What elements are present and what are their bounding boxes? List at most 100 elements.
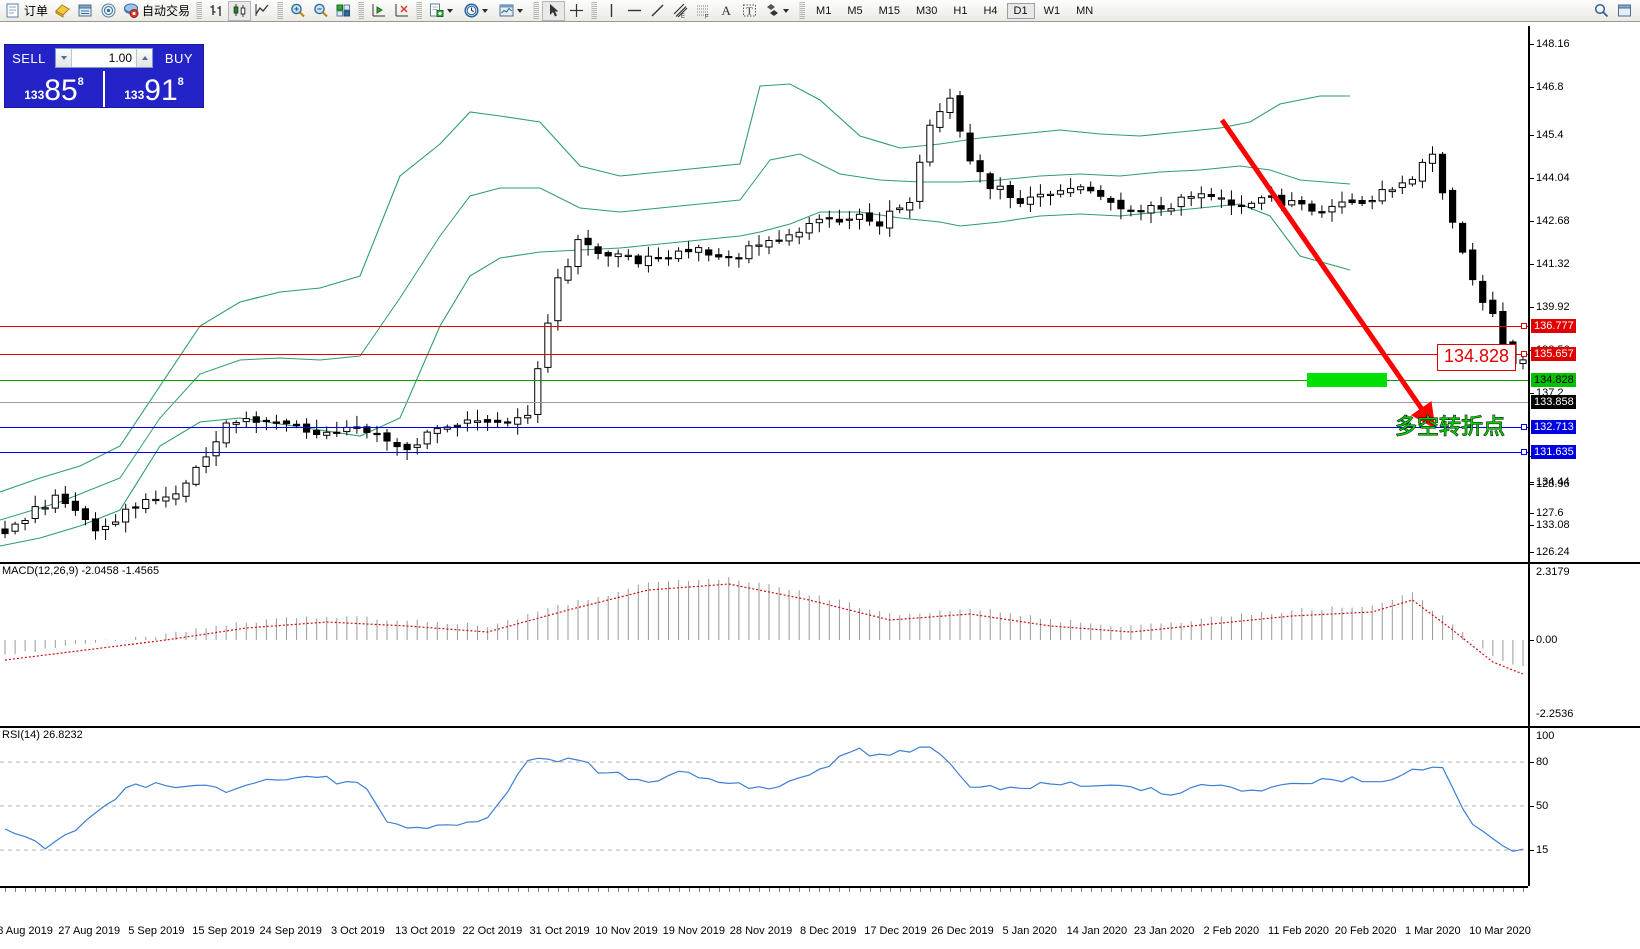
level-handle-136777[interactable] — [1521, 323, 1527, 329]
support-line-134828[interactable] — [0, 380, 1528, 381]
maximize-button[interactable] — [1613, 1, 1636, 21]
date-tick — [55, 888, 57, 892]
date-tick — [950, 888, 951, 892]
badge-133858[interactable]: 133.858 — [1531, 395, 1576, 409]
line-chart-button[interactable] — [251, 1, 274, 21]
text-tool[interactable]: A — [715, 1, 738, 21]
vertical-line-tool[interactable] — [600, 1, 623, 21]
badge-132713[interactable]: 132.713 — [1531, 420, 1576, 434]
macd-plot[interactable] — [0, 564, 1528, 722]
rsi-plot[interactable] — [0, 728, 1528, 886]
date-tick — [648, 888, 650, 892]
badge-131635[interactable]: 131.635 — [1531, 445, 1576, 459]
date-label: 27 Aug 2019 — [58, 925, 121, 937]
badge-136777[interactable]: 136.777 — [1531, 319, 1576, 333]
resistance-line-135657[interactable] — [0, 354, 1528, 355]
price-tick-label: 127.6 — [1536, 507, 1564, 519]
timeframe-m5[interactable]: M5 — [847, 4, 863, 17]
chevron-down-icon[interactable] — [783, 8, 790, 13]
timeframe-m15[interactable]: M15 — [878, 4, 900, 17]
date-tick — [1201, 888, 1203, 892]
date-tick — [45, 888, 47, 892]
badge-135657[interactable]: 135.657 — [1531, 347, 1576, 361]
date-tick — [728, 888, 730, 892]
level-handle-131635[interactable] — [1521, 449, 1527, 455]
data-window-button[interactable] — [74, 1, 97, 21]
arrow-cursor-icon — [545, 2, 562, 19]
toolbar-separator — [196, 1, 203, 20]
timeframe-m30[interactable]: M30 — [916, 4, 938, 17]
fibonacci-tool[interactable]: F — [692, 1, 715, 21]
resistance-line-136777[interactable] — [0, 326, 1528, 327]
line-chart-icon — [254, 2, 271, 19]
horizontal-line-tool[interactable] — [623, 1, 646, 21]
indicators-button[interactable] — [495, 1, 530, 21]
date-tick — [779, 888, 781, 892]
bar-chart-button[interactable] — [205, 1, 228, 21]
shapes-tool[interactable] — [761, 1, 796, 21]
support-line-131635[interactable] — [0, 452, 1528, 453]
badge-134828[interactable]: 134.828 — [1531, 373, 1576, 387]
timeframe-h4[interactable]: H4 — [983, 4, 998, 17]
new-order-button[interactable]: 订单 — [2, 1, 51, 21]
date-tick — [557, 888, 559, 892]
volume-increment-button[interactable] — [136, 49, 152, 67]
date-tick — [206, 888, 208, 892]
date-tick — [638, 888, 640, 892]
tile-windows-button[interactable] — [332, 1, 355, 21]
timeframe-h1[interactable]: H1 — [953, 4, 968, 17]
date-tick — [1020, 888, 1022, 892]
date-label: 3 Oct 2019 — [330, 925, 385, 937]
candlestick-chart-button[interactable] — [228, 0, 252, 21]
turning-point-annotation[interactable]: 多空转折点 — [1394, 415, 1506, 441]
buy-button[interactable]: 133 91 8 — [103, 71, 203, 107]
tile-windows-icon — [335, 2, 352, 19]
volume-input[interactable]: 1.00 — [108, 51, 132, 65]
date-tick — [135, 888, 137, 892]
support-line-132713[interactable] — [0, 427, 1528, 428]
macd-tick-label: 2.3179 — [1536, 566, 1570, 578]
date-tick — [1161, 888, 1163, 892]
zoom-out-button[interactable] — [309, 1, 332, 21]
date-label: 22 Oct 2019 — [462, 925, 523, 937]
highlight-block-134828[interactable] — [1307, 373, 1387, 387]
date-tick — [1120, 888, 1122, 892]
chart-autoscroll-button[interactable] — [390, 1, 413, 21]
trend-arrow-down[interactable] — [0, 26, 1528, 558]
current-price-line[interactable] — [0, 402, 1528, 403]
templates-button[interactable] — [425, 1, 460, 21]
signals-button[interactable] — [97, 1, 120, 21]
chevron-down-icon[interactable] — [517, 8, 524, 13]
price-tick-label: 145.4 — [1536, 129, 1564, 141]
price-plot[interactable] — [0, 26, 1528, 558]
volume-decrement-button[interactable] — [56, 49, 72, 67]
zoom-in-button[interactable] — [286, 1, 309, 21]
date-tick — [366, 888, 368, 892]
level-handle-132713[interactable] — [1521, 424, 1527, 430]
equidistant-channel-tool[interactable]: E — [669, 1, 692, 21]
autotrading-button[interactable]: 自动交易 — [120, 1, 193, 21]
chart-shift-button[interactable] — [367, 1, 390, 21]
timeframe-d1[interactable]: D1 — [1006, 2, 1035, 19]
period-button[interactable] — [460, 1, 495, 21]
sell-button[interactable]: 133 85 8 — [5, 71, 103, 107]
price-callout-134828[interactable]: 134.828 — [1437, 344, 1517, 371]
chevron-down-icon[interactable] — [447, 8, 454, 13]
date-label: 5 Jan 2020 — [1002, 925, 1057, 937]
search-button[interactable] — [1590, 1, 1613, 21]
timeframe-m1[interactable]: M1 — [816, 4, 832, 17]
trendline-tool[interactable] — [646, 1, 669, 21]
cursor-tool[interactable] — [542, 0, 566, 21]
timeframe-w1[interactable]: W1 — [1043, 4, 1061, 17]
crosshair-tool[interactable] — [565, 1, 588, 21]
date-tick — [407, 888, 409, 892]
text-label-tool[interactable]: T — [738, 1, 761, 21]
timeframe-mn[interactable]: MN — [1076, 4, 1094, 17]
chevron-down-icon[interactable] — [482, 8, 489, 13]
expert-advisors-button[interactable] — [51, 1, 74, 21]
level-handle-135657[interactable] — [1521, 351, 1527, 357]
date-tick — [1050, 888, 1052, 892]
volume-stepper[interactable]: 1.00 — [55, 48, 153, 68]
date-label: 13 Oct 2019 — [395, 925, 456, 937]
date-tick — [1261, 888, 1263, 892]
